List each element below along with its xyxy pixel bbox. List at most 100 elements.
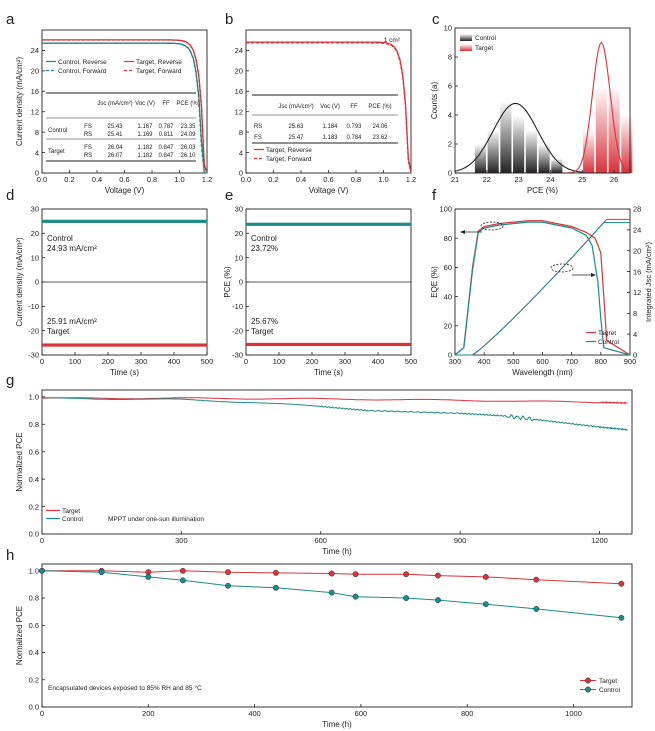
- panel-g-trace: [41, 397, 628, 405]
- panel-a: 0.0 0.2 0.4 0.6 0.8 1.0 1.2 0 4 8 12 16 20 24 a Voltage…: [6, 11, 212, 195]
- panel-d-letter: d: [6, 187, 14, 204]
- panel-f-legend-label: Tagret: [598, 330, 616, 337]
- panel-e-xtick-label: 100: [273, 357, 286, 366]
- panel-h-ytick-label: 0.0: [29, 703, 39, 712]
- panel-f-ytick-label: 20: [444, 322, 452, 331]
- panel-g-trace: [42, 397, 628, 431]
- panel-f-ytick2-label: 4: [633, 330, 637, 339]
- panel-b-xtick-label: 1.0: [378, 175, 388, 184]
- panel-a-ytick-label: 16: [31, 87, 39, 96]
- panel-e-xtick-label: 500: [405, 357, 418, 366]
- panel-h-ytick-label: 0.4: [29, 648, 39, 657]
- panel-a-table-cell: 26.03: [180, 145, 196, 151]
- panel-g-xtick-label: 0: [40, 536, 44, 545]
- panel-b-table-cell: 0.784: [346, 135, 362, 141]
- panel-h-point: [225, 569, 231, 576]
- panel-e-target-label: Target: [251, 327, 274, 336]
- panel-a-curve: [42, 39, 208, 174]
- panel-h-point: [352, 571, 359, 578]
- panel-c-xlabel: PCE (%): [527, 186, 558, 195]
- panel-d-xtick-label: 500: [201, 357, 214, 366]
- panel-a-table-cell: 23.35: [180, 124, 196, 130]
- panel-c-letter: c: [432, 11, 440, 28]
- panel-a-table-cell: RS: [84, 153, 92, 159]
- panel-b-table-cell: RS: [254, 124, 262, 130]
- panel-c-bar: [487, 129, 499, 173]
- panel-f-arrow-head: [460, 230, 465, 234]
- panel-c-bar: [595, 86, 607, 173]
- panel-b-table-cell: 23.62: [372, 135, 388, 141]
- panel-a-xtick-label: 1.2: [202, 175, 212, 184]
- panel-h-xtick-label: 1000: [565, 709, 582, 718]
- panel-a-table-cell: Control: [48, 128, 67, 134]
- panel-g: 0 300 600 900 1200 0.0 0.2 0.4 0.6 0.8 1.0 g Time (h…: [6, 372, 633, 556]
- panel-b-table-cell: 25.63: [288, 124, 304, 130]
- panel-f-xtick-label: 300: [449, 357, 462, 366]
- panel-a-table-cell: 1.182: [137, 153, 153, 159]
- panel-f-ytick-label: 60: [444, 263, 452, 272]
- panel-h-point: [328, 589, 335, 596]
- panel-h-xtick-label: 800: [461, 709, 474, 718]
- panel-a-table-cell: RS: [84, 132, 92, 138]
- panel-f-legend-label: Control: [598, 339, 620, 346]
- panel-b-ytick-label: 16: [235, 87, 243, 96]
- panel-b-ytick-label: 0: [239, 169, 243, 178]
- panel-c-legend-swatch: [460, 44, 472, 51]
- panel-d-control-value: 24.93 mA/cm²: [47, 244, 97, 253]
- panel-e-xtick-label: 0: [244, 357, 248, 366]
- panel-e-target-value: 25.67%: [251, 317, 278, 326]
- panel-h-point: [533, 605, 540, 612]
- panel-f-ytick2-label: 0: [633, 351, 637, 360]
- panel-g-ytick-label: 1.0: [29, 393, 39, 402]
- panel-a-table-cell: 26.04: [107, 145, 123, 151]
- panel-c-ytick-label: 6: [448, 82, 452, 91]
- panel-c-ytick-label: 8: [448, 53, 452, 62]
- panel-g-ytick-label: 0.0: [29, 530, 39, 539]
- panel-f-xtick-label: 600: [536, 357, 549, 366]
- panel-e-target-trace: [246, 342, 411, 347]
- panel-h-legend-label: Target: [599, 678, 617, 685]
- panel-c-bar: [538, 144, 550, 173]
- panel-d-control-label: Control: [47, 234, 73, 243]
- panel-h-ylabel: Normalized PCE: [15, 606, 24, 665]
- panel-f-xtick-label: 900: [624, 357, 637, 366]
- panel-f-xlabel: Wavelength (nm): [512, 368, 573, 377]
- panel-a-ytick-label: 24: [31, 46, 39, 55]
- panel-e-xtick-label: 300: [339, 357, 352, 366]
- panel-g-legend-label: Control: [62, 516, 84, 523]
- panel-c-xtick-label: 21: [451, 175, 459, 184]
- panel-a-ytick-label: 8: [35, 128, 39, 137]
- panel-h-legend-marker: [585, 677, 591, 684]
- panel-f-ytick-label: 40: [444, 292, 452, 301]
- panel-f-xtick-label: 400: [478, 357, 491, 366]
- panel-h-point: [145, 573, 152, 580]
- panel-h-legend-marker: [585, 686, 591, 693]
- panel-b-table-header: PCE (%): [368, 104, 391, 110]
- panel-f-ytick-label: 80: [444, 234, 452, 243]
- panel-a-table-cell: 26.07: [107, 153, 123, 159]
- panel-h-point: [352, 593, 359, 600]
- panel-f-arrow-head: [591, 273, 596, 277]
- panel-a-ylabel: Current density (mA/cm²): [15, 56, 24, 146]
- panel-c-bar: [513, 115, 525, 173]
- panel-g-xlabel: Time (h): [322, 547, 352, 556]
- panel-h-note: Encapsulated devices exposed to 85% RH a…: [48, 684, 202, 692]
- panel-e-ytick-label: -10: [232, 302, 243, 311]
- panel-h-ytick-label: 0.8: [29, 594, 39, 603]
- panel-d-xtick-label: 300: [135, 357, 148, 366]
- panel-a-xtick-label: 0.4: [92, 175, 102, 184]
- panel-h-ytick-label: 0.2: [29, 675, 39, 684]
- panel-f-ytick2-label: 24: [633, 226, 641, 235]
- panel-b-ytick-label: 24: [235, 46, 243, 55]
- panel-e-ytick-label: 30: [235, 205, 243, 214]
- panel-d-ytick-label: -30: [28, 351, 39, 360]
- panel-c-bar: [551, 158, 563, 173]
- panel-c-ytick-label: 4: [448, 111, 452, 120]
- panel-c-bar: [500, 100, 512, 173]
- panel-a-table-cell: 1.182: [137, 145, 153, 151]
- panel-h-point: [179, 567, 186, 574]
- panel-d-ytick-label: 20: [31, 229, 39, 238]
- panel-h-frame: [41, 563, 633, 708]
- panel-h-letter: h: [6, 547, 14, 564]
- panel-g-ytick-label: 0.4: [29, 475, 39, 484]
